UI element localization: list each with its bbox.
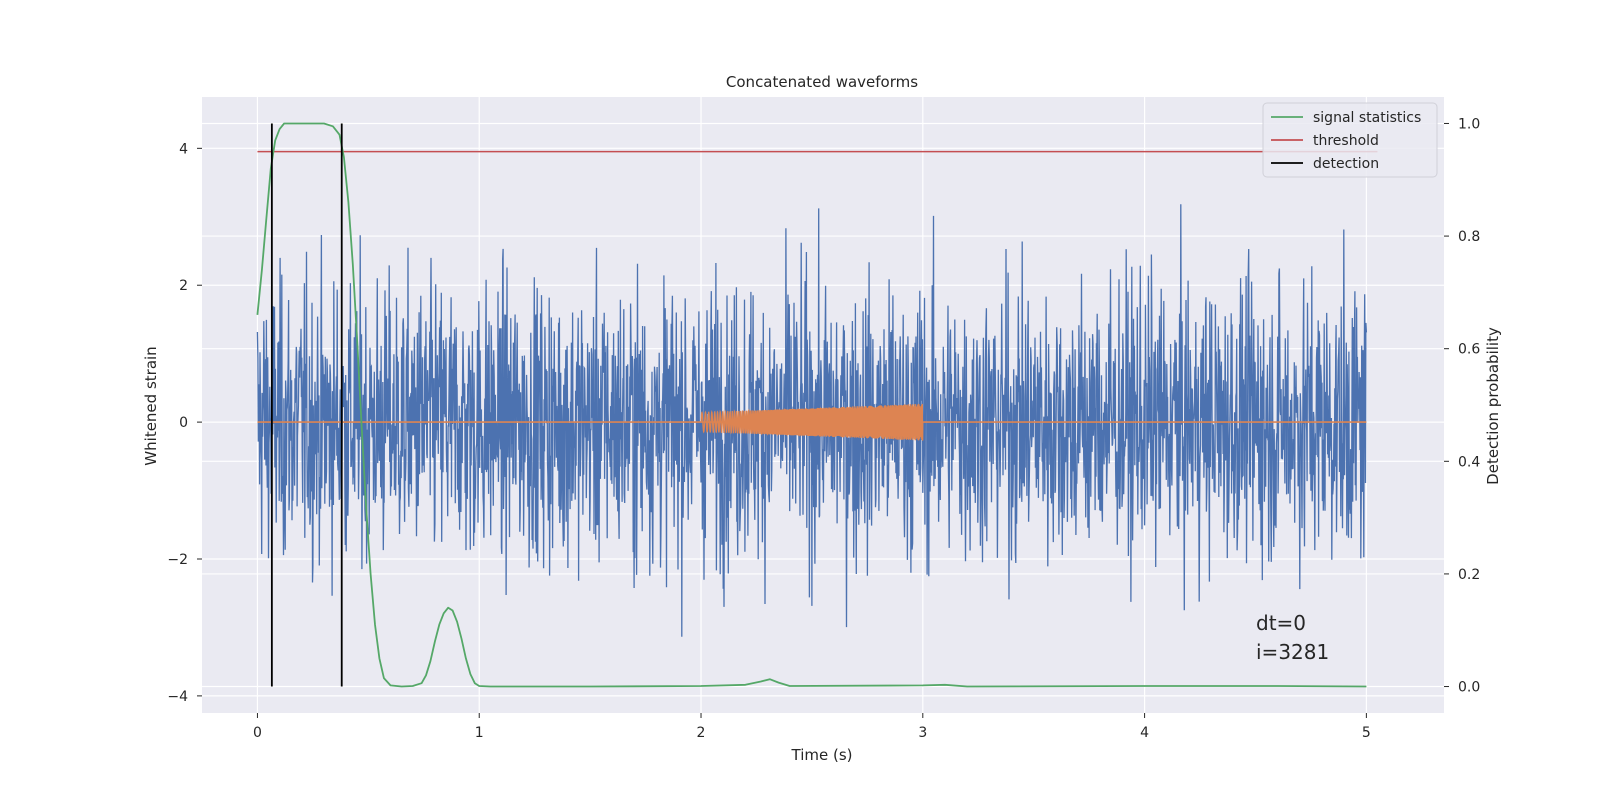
y-right-tick-label: 1.0 bbox=[1458, 116, 1480, 132]
y-left-tick-label: 0 bbox=[179, 415, 188, 431]
legend-label: threshold bbox=[1313, 133, 1379, 149]
probability-series bbox=[256, 122, 1378, 688]
x-tick-label: 2 bbox=[697, 725, 706, 741]
y-left-tick-label: −4 bbox=[167, 689, 188, 705]
right-axis-ticks: 0.0 0.2 0.4 0.6 0.8 1.0 bbox=[1444, 116, 1480, 696]
noise-line bbox=[256, 204, 1368, 637]
y-right-tick-label: 0.0 bbox=[1458, 680, 1480, 696]
x-axis-label: Time (s) bbox=[791, 746, 853, 764]
y-left-tick-label: 2 bbox=[179, 278, 188, 294]
chirp-series bbox=[257, 403, 1367, 441]
legend-box bbox=[1262, 102, 1438, 178]
left-axis-ticks: −4 −2 0 2 4 bbox=[167, 141, 202, 705]
y-axis-label-right: Detection probability bbox=[1484, 327, 1502, 485]
x-tick-label: 5 bbox=[1362, 725, 1371, 741]
legend-label: detection bbox=[1313, 156, 1379, 172]
noise-series bbox=[256, 204, 1368, 637]
annotation-dt: dt=0 bbox=[1256, 611, 1306, 635]
x-tick-label: 4 bbox=[1140, 725, 1149, 741]
legend: signal statistics threshold detection bbox=[1262, 102, 1438, 178]
x-tick-label: 1 bbox=[475, 725, 484, 741]
x-tick-label: 3 bbox=[918, 725, 927, 741]
legend-label: signal statistics bbox=[1313, 110, 1421, 126]
y-axis-label-left: Whitened strain bbox=[142, 346, 160, 465]
y-right-tick-label: 0.6 bbox=[1458, 342, 1480, 358]
x-tick-label: 0 bbox=[253, 725, 262, 741]
annotation-iteration: i=3281 bbox=[1256, 640, 1329, 664]
signal-statistics-line bbox=[256, 122, 1367, 688]
y-right-tick-label: 0.2 bbox=[1458, 567, 1480, 583]
chirp-line bbox=[700, 403, 924, 441]
y-left-tick-label: −2 bbox=[167, 552, 188, 568]
x-axis-ticks: 0 1 2 3 4 5 bbox=[253, 713, 1371, 741]
y-right-tick-label: 0.8 bbox=[1458, 229, 1480, 245]
y-left-tick-label: 4 bbox=[179, 141, 188, 157]
y-right-tick-label: 0.4 bbox=[1458, 454, 1480, 470]
chart-title: Concatenated waveforms bbox=[726, 73, 918, 91]
